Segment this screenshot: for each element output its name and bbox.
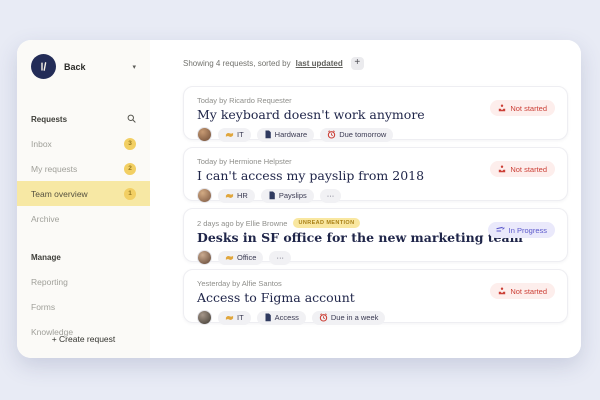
- requester-avatar: [197, 127, 212, 142]
- tag-chip-hr[interactable]: HR: [218, 188, 255, 203]
- more-tags-chip[interactable]: ···: [269, 250, 291, 265]
- more-tags-chip[interactable]: ···: [319, 188, 342, 203]
- sidebar: Back ▾ Requests Inbox 3 My requests 2 Te…: [17, 40, 150, 358]
- requester-avatar: [197, 250, 212, 265]
- inbox-count-badge: 3: [124, 137, 136, 150]
- sidebar-item-label: Team overview: [31, 188, 88, 199]
- tag-chip-access[interactable]: Access: [256, 310, 306, 325]
- due-chip[interactable]: Due tomorrow: [320, 127, 394, 142]
- status-badge[interactable]: Not started: [490, 161, 555, 177]
- tag-chip-payslips[interactable]: Payslips: [260, 188, 314, 203]
- requester-avatar: [197, 310, 212, 325]
- request-meta: 2 days ago by Ellie Browne: [197, 218, 288, 228]
- request-meta: Yesterday by Alfie Santos: [197, 279, 282, 288]
- search-icon[interactable]: [127, 110, 136, 128]
- request-meta: Today by Hermione Helpster: [197, 157, 292, 166]
- chevron-down-icon: ▾: [132, 63, 136, 71]
- tag-chip-it[interactable]: IT: [218, 310, 251, 325]
- sidebar-item-label: My requests: [31, 163, 78, 174]
- not-started-icon: [499, 165, 506, 173]
- clock-icon: [319, 313, 328, 322]
- sidebar-item-team-overview[interactable]: Team overview 1: [17, 181, 150, 206]
- due-chip[interactable]: Due in a week: [311, 310, 386, 325]
- workspace-switcher[interactable]: Back ▾: [17, 40, 150, 89]
- add-filter-button[interactable]: +: [350, 57, 364, 70]
- not-started-icon: [499, 287, 506, 295]
- document-icon: [268, 191, 276, 200]
- sidebar-item-inbox[interactable]: Inbox 3: [17, 131, 150, 156]
- my-requests-count-badge: 2: [124, 162, 136, 175]
- status-label: In Progress: [508, 225, 547, 235]
- more-icon: ···: [326, 191, 335, 200]
- requests-header-label: Requests: [31, 114, 68, 124]
- main-panel: Showing 4 requests, sorted by last updat…: [150, 40, 581, 358]
- tag-label: IT: [237, 130, 244, 139]
- sort-by-link[interactable]: last updated: [295, 59, 343, 68]
- due-label: Due tomorrow: [339, 130, 387, 139]
- manage-header-label: Manage: [31, 252, 61, 262]
- unread-mention-badge: UNREAD MENTION: [293, 218, 360, 228]
- request-card[interactable]: 2 days ago by Ellie Browne UNREAD MENTIO…: [183, 208, 568, 265]
- showing-text: Showing 4 requests, sorted by: [183, 59, 291, 68]
- document-icon: [264, 313, 272, 322]
- status-label: Not started: [510, 103, 547, 113]
- status-badge[interactable]: In Progress: [487, 222, 555, 238]
- tag-chip-it[interactable]: IT: [218, 127, 251, 142]
- request-card[interactable]: Yesterday by Alfie Santos Access to Figm…: [183, 269, 568, 325]
- request-card[interactable]: Today by Hermione Helpster I can't acces…: [183, 147, 568, 203]
- sidebar-item-forms[interactable]: Forms: [17, 294, 150, 319]
- sidebar-item-label: Inbox: [31, 138, 52, 149]
- tag-row: HR Payslips ···: [197, 188, 554, 203]
- tag-chip-hardware[interactable]: Hardware: [256, 127, 315, 142]
- request-card[interactable]: Today by Ricardo Requester My keyboard d…: [183, 86, 568, 142]
- status-label: Not started: [510, 286, 547, 296]
- request-meta: Today by Ricardo Requester: [197, 96, 292, 105]
- list-header: Showing 4 requests, sorted by last updat…: [183, 57, 568, 70]
- status-badge[interactable]: Not started: [490, 283, 555, 299]
- request-title: I can't access my payslip from 2018: [197, 168, 425, 183]
- status-label: Not started: [510, 164, 547, 174]
- requests-section-header: Requests: [17, 107, 150, 131]
- document-icon: [264, 130, 272, 139]
- tag-label: Access: [274, 313, 299, 322]
- sidebar-item-reporting[interactable]: Reporting: [17, 269, 150, 294]
- request-title: Access to Figma account: [197, 290, 355, 305]
- tag-row: Office ···: [197, 250, 554, 265]
- sidebar-item-label: Forms: [31, 301, 56, 312]
- sidebar-item-label: Knowledge: [31, 326, 74, 337]
- sidebar-item-archive[interactable]: Archive: [17, 206, 150, 231]
- tag-label: IT: [237, 313, 244, 322]
- sidebar-item-label: Archive: [31, 213, 60, 224]
- tag-label: HR: [237, 191, 248, 200]
- handshake-icon: [225, 253, 234, 262]
- sidebar-item-label: Reporting: [31, 276, 68, 287]
- handshake-icon: [225, 130, 234, 139]
- tag-label: Payslips: [278, 191, 307, 200]
- workspace-name: Back: [64, 61, 86, 72]
- sidebar-item-knowledge[interactable]: Knowledge: [17, 319, 150, 344]
- more-icon: ···: [276, 253, 284, 262]
- not-started-icon: [499, 104, 506, 112]
- team-overview-count-badge: 1: [124, 187, 136, 200]
- sidebar-item-my-requests[interactable]: My requests 2: [17, 156, 150, 181]
- tag-label: Office: [237, 253, 257, 262]
- tag-row: IT Access Due in a week: [197, 310, 554, 325]
- in-progress-icon: [496, 226, 505, 232]
- handshake-icon: [225, 191, 234, 200]
- request-title: Desks in SF office for the new marketing…: [197, 230, 523, 245]
- back-logo-icon: [31, 54, 56, 79]
- create-request-button[interactable]: + Create request: [51, 334, 116, 344]
- tag-label: Hardware: [274, 130, 308, 139]
- status-badge[interactable]: Not started: [490, 100, 555, 116]
- clock-icon: [327, 130, 336, 139]
- request-title: My keyboard doesn't work anymore: [197, 107, 425, 122]
- tag-chip-office[interactable]: Office: [218, 250, 264, 265]
- app-window: Back ▾ Requests Inbox 3 My requests 2 Te…: [17, 40, 581, 358]
- due-label: Due in a week: [330, 313, 379, 322]
- tag-row: IT Hardware Due tomorrow: [197, 127, 554, 142]
- requester-avatar: [197, 188, 212, 203]
- handshake-icon: [225, 313, 234, 322]
- manage-section-header: Manage: [17, 245, 150, 269]
